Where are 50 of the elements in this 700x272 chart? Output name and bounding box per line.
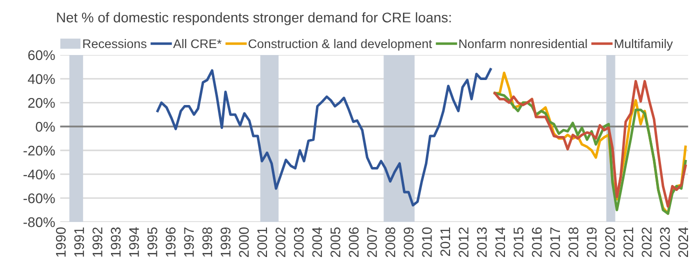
x-tick-label: 1997 — [184, 228, 194, 257]
legend-label: Recessions — [83, 39, 146, 48]
x-tick-label: 1999 — [220, 227, 231, 257]
x-tick-label: 1994 — [129, 227, 139, 257]
x-tick-label: 2023 — [660, 227, 670, 258]
x-tick-label: 2014 — [495, 227, 506, 258]
x-tick-label: 2006 — [348, 227, 359, 258]
x-tick-label: 2008 — [385, 227, 396, 258]
x-tick-label: 2009 — [404, 227, 414, 258]
x-tick-label: 2018 — [568, 227, 578, 258]
x-tick-label: 1992 — [92, 228, 102, 257]
y-tick-label: 20% — [28, 98, 55, 108]
x-tick-label: 2010 — [422, 227, 432, 258]
x-tick-label: 2000 — [238, 227, 249, 258]
y-tick-label: 40% — [28, 74, 55, 84]
x-tick-label: 2024 — [678, 227, 688, 258]
x-tick-label: 2022 — [642, 228, 652, 258]
x-tick-label: 2007 — [367, 228, 377, 258]
x-tick-label: 2015 — [514, 227, 524, 258]
x-tick-label: 2011 — [440, 227, 450, 256]
legend-label: Multifamily — [614, 39, 673, 51]
y-tick-label: -20% — [24, 146, 55, 156]
chart-title: Net % of domestic respondents stronger demand for CRE loans: — [57, 12, 451, 26]
x-tick-label: 2016 — [532, 227, 542, 258]
x-tick-label: 1990 — [56, 227, 66, 257]
x-tick-label: 1995 — [147, 227, 158, 257]
x-tick-label: 1991 — [74, 227, 84, 257]
y-tick-label: -40% — [24, 170, 55, 180]
y-tick-label: 0% — [36, 122, 55, 132]
legend-label: Nonfarm nonresidential — [459, 39, 587, 48]
legend-label: Construction & land development — [248, 39, 432, 51]
x-tick-label: 2019 — [586, 227, 597, 258]
x-tick-label: 2003 — [294, 227, 304, 258]
x-tick-label: 2004 — [312, 227, 322, 258]
x-tick-label: 2020 — [605, 227, 615, 258]
x-tick-label: 2017 — [550, 228, 560, 258]
x-tick-label: 1993 — [110, 227, 121, 257]
x-tick-label: 2005 — [330, 227, 340, 258]
y-tick-label: 60% — [28, 50, 55, 60]
y-tick-label: -60% — [24, 193, 55, 204]
line-series — [156, 68, 492, 206]
x-tick-label: 2021 — [623, 227, 634, 258]
x-tick-label: 1996 — [166, 227, 176, 257]
x-tick-label: 2013 — [476, 227, 487, 258]
y-tick-label: -80% — [24, 217, 55, 228]
x-tick-label: 2001 — [257, 227, 268, 258]
x-tick-label: 1998 — [202, 227, 212, 257]
x-tick-label: 2012 — [458, 228, 468, 258]
legend-label: All CRE* — [173, 39, 222, 48]
x-tick-label: 2002 — [276, 228, 286, 258]
